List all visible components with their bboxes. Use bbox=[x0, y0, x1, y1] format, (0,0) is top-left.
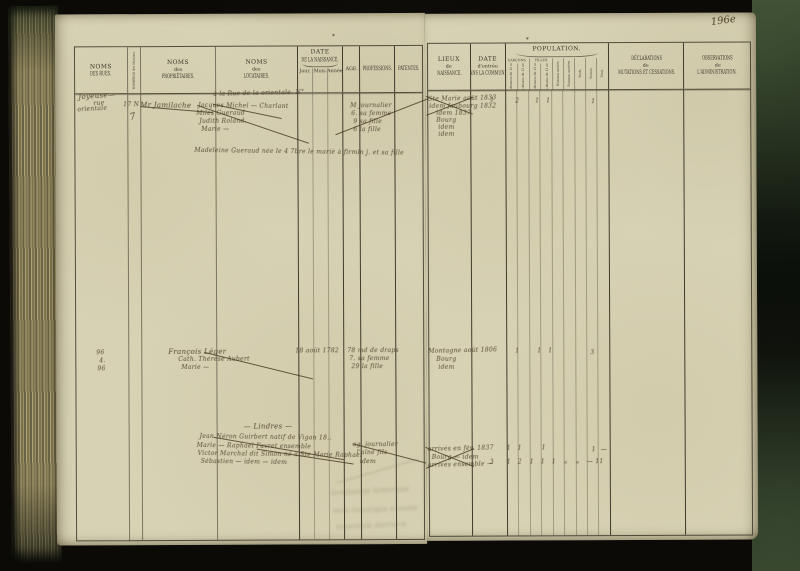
population-count: 1 bbox=[541, 444, 546, 452]
profession: 7. sa femme bbox=[349, 355, 390, 363]
profession: 6 la fille bbox=[353, 126, 381, 134]
population-count: 1 bbox=[591, 98, 596, 106]
profession: 78 md de draps bbox=[347, 347, 399, 355]
population-count: 1 bbox=[517, 444, 522, 452]
population-count: 1 bbox=[546, 97, 551, 105]
house-number: 96 bbox=[97, 365, 106, 373]
population-count: 2 bbox=[515, 97, 520, 105]
house-number: 7 bbox=[129, 112, 137, 124]
house-number: 96 bbox=[96, 349, 105, 357]
house-number: 4. bbox=[99, 357, 106, 365]
population-count: « bbox=[563, 459, 568, 467]
tenant-name: Marie — bbox=[181, 363, 210, 371]
birth-date: 18 août 1782 bbox=[295, 347, 340, 355]
population-count: 1 bbox=[529, 458, 534, 466]
birthplace-entry: Montagne août 1806 bbox=[428, 346, 498, 355]
birthplace-entry: idem bbox=[438, 130, 455, 138]
tenant-name: Sébastien — idem — idem bbox=[200, 457, 288, 467]
ghost-writing: mon lamarque ensuite bbox=[332, 503, 419, 516]
profession: 29 la fille bbox=[351, 363, 384, 371]
population-count: 1 bbox=[506, 444, 511, 452]
profession: idem bbox=[359, 458, 376, 466]
population-count: « bbox=[575, 459, 580, 467]
tenant-name: Marie — bbox=[201, 125, 230, 133]
ink-strike bbox=[204, 351, 314, 380]
population-total: — 11 bbox=[586, 458, 604, 466]
book-cover bbox=[752, 0, 800, 571]
birthplace-entry: idem bbox=[438, 363, 455, 371]
population-count: — bbox=[600, 446, 608, 454]
population-count: 1 bbox=[540, 458, 545, 466]
section-heading: — Lindres — bbox=[243, 422, 293, 431]
population-count: 1 bbox=[551, 458, 556, 466]
population-count: 1 bbox=[548, 347, 553, 355]
population-count: 1 bbox=[490, 96, 495, 104]
street-name: orientale bbox=[77, 104, 108, 114]
ghost-writing: nondamne lamarque bbox=[330, 484, 410, 498]
population-count: 3 bbox=[590, 349, 595, 357]
population-count: 1 bbox=[591, 446, 596, 454]
birthplace-entry: Bourg bbox=[436, 355, 457, 363]
ghost-writing: ensemble derriere bbox=[336, 520, 407, 532]
address-note: à la Rue de la orientale. N° bbox=[213, 88, 305, 98]
population-count: 1 bbox=[515, 347, 520, 355]
population-count: 3 bbox=[489, 458, 494, 466]
house-number: 17 N bbox=[123, 101, 140, 109]
profession: M journalier bbox=[350, 102, 392, 110]
population-count: 1 bbox=[506, 458, 511, 466]
population-count: 1 bbox=[535, 97, 540, 105]
population-count: 2 bbox=[517, 458, 522, 466]
tenant-name: Madeleine Gueraud née le 4 7bre le marié… bbox=[194, 146, 405, 157]
population-count: 1 bbox=[537, 347, 542, 355]
